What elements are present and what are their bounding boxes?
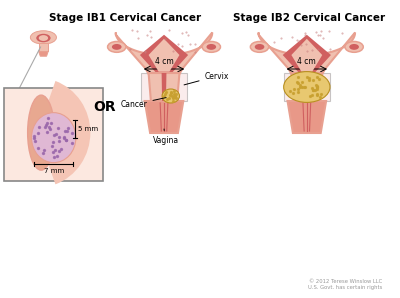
- Text: Cancer: Cancer: [121, 97, 166, 109]
- Polygon shape: [283, 35, 331, 73]
- FancyBboxPatch shape: [4, 88, 103, 181]
- Bar: [284, 73, 330, 101]
- Ellipse shape: [250, 41, 269, 52]
- Text: Stage IB1 Cervical Cancer: Stage IB1 Cervical Cancer: [49, 13, 202, 23]
- Polygon shape: [162, 73, 166, 101]
- Ellipse shape: [36, 34, 50, 42]
- Ellipse shape: [30, 31, 56, 44]
- Ellipse shape: [202, 41, 220, 52]
- Ellipse shape: [112, 44, 122, 50]
- Wedge shape: [37, 81, 90, 184]
- Ellipse shape: [39, 35, 48, 41]
- Ellipse shape: [345, 41, 363, 52]
- Text: OR: OR: [93, 100, 116, 114]
- Text: 5 mm: 5 mm: [78, 126, 98, 132]
- Text: 4 cm: 4 cm: [155, 57, 173, 66]
- Polygon shape: [148, 39, 180, 72]
- Polygon shape: [291, 73, 322, 101]
- Text: © 2012 Terese Winslow LLC
U.S. Govt. has certain rights: © 2012 Terese Winslow LLC U.S. Govt. has…: [308, 279, 382, 290]
- Polygon shape: [116, 32, 212, 74]
- Polygon shape: [258, 32, 355, 74]
- Text: 7 mm: 7 mm: [44, 168, 64, 174]
- Text: Vagina: Vagina: [152, 129, 178, 145]
- Polygon shape: [145, 101, 183, 133]
- Polygon shape: [291, 39, 322, 72]
- Ellipse shape: [32, 113, 76, 163]
- Polygon shape: [304, 73, 309, 101]
- Text: Stage IB2 Cervical Cancer: Stage IB2 Cervical Cancer: [233, 13, 385, 23]
- Polygon shape: [140, 35, 188, 73]
- Bar: [39, 43, 48, 51]
- Ellipse shape: [28, 95, 55, 170]
- Polygon shape: [288, 101, 326, 133]
- Ellipse shape: [349, 44, 359, 50]
- Bar: [141, 73, 187, 101]
- Text: 4 cm: 4 cm: [298, 57, 316, 66]
- Polygon shape: [38, 51, 48, 56]
- Ellipse shape: [206, 44, 216, 50]
- Ellipse shape: [255, 44, 264, 50]
- Text: Cervix: Cervix: [184, 72, 229, 85]
- Ellipse shape: [162, 89, 180, 103]
- Ellipse shape: [284, 72, 330, 103]
- Polygon shape: [148, 73, 180, 101]
- Ellipse shape: [108, 41, 126, 52]
